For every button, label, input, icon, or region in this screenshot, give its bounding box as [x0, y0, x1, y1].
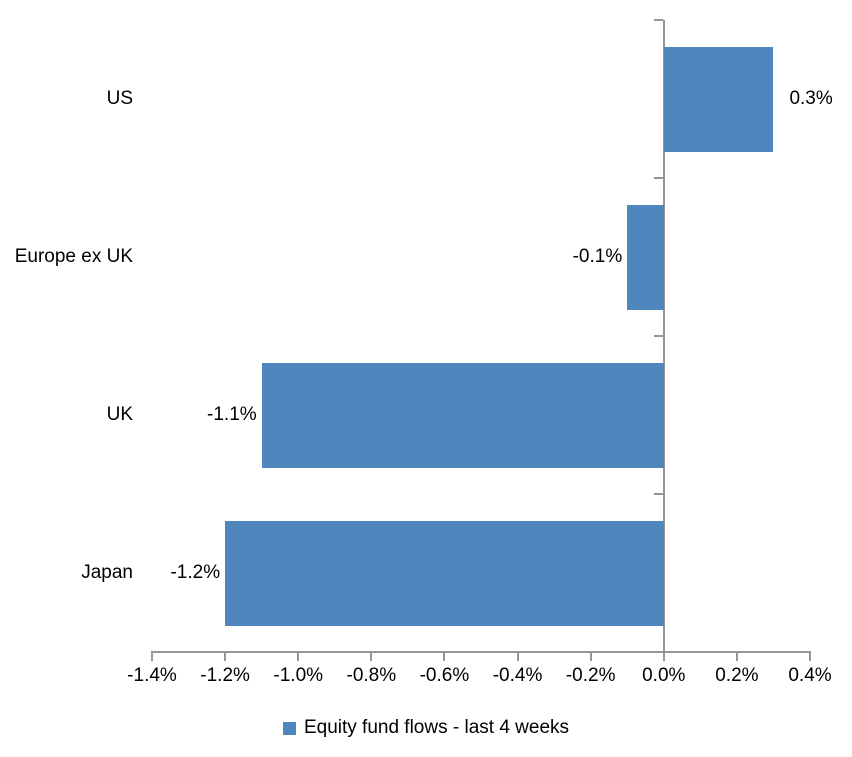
category-label: Japan — [81, 562, 133, 583]
x-tick-label: 0.4% — [788, 665, 832, 686]
x-axis-line — [151, 651, 811, 653]
legend-series-label: Equity fund flows - last 4 weeks — [303, 717, 570, 738]
x-axis-tick — [809, 652, 811, 661]
category-axis-tick — [653, 177, 663, 179]
data-label: -0.1% — [572, 246, 623, 267]
x-tick-label: -0.2% — [565, 665, 616, 686]
x-axis-tick — [516, 652, 519, 661]
data-label: -1.2% — [170, 562, 221, 583]
data-label: -1.1% — [207, 404, 257, 425]
x-tick-label: -1.2% — [200, 665, 250, 686]
x-axis-tick — [370, 652, 373, 661]
category-axis-tick — [653, 19, 663, 21]
x-axis-tick — [443, 652, 446, 661]
x-axis-tick — [662, 652, 665, 661]
bar — [225, 520, 664, 626]
bar — [627, 204, 664, 310]
x-tick-label: 0.0% — [642, 665, 686, 686]
x-tick-label: -0.6% — [419, 665, 470, 686]
category-axis-tick — [653, 493, 663, 495]
category-label: US — [106, 88, 133, 109]
bar — [261, 362, 664, 468]
x-tick-label: 0.2% — [715, 665, 759, 686]
legend: Equity fund flows - last 4 weeks — [0, 714, 852, 742]
bar — [663, 46, 774, 152]
x-axis-tick — [589, 652, 592, 661]
x-axis-tick — [224, 652, 227, 661]
x-axis-tick — [151, 652, 153, 661]
data-label: 0.3% — [789, 88, 833, 109]
x-tick-label: -1.0% — [273, 665, 324, 686]
x-tick-label: -0.4% — [492, 665, 543, 686]
category-axis-tick — [653, 335, 663, 337]
x-axis-tick — [297, 652, 300, 661]
category-label: UK — [106, 404, 133, 425]
category-label: Europe ex UK — [14, 246, 133, 267]
legend-series-swatch — [282, 721, 296, 735]
x-tick-label: -0.8% — [346, 665, 397, 686]
x-tick-label: -1.4% — [127, 665, 177, 686]
x-axis-tick — [735, 652, 738, 661]
category-axis-line — [662, 20, 665, 652]
